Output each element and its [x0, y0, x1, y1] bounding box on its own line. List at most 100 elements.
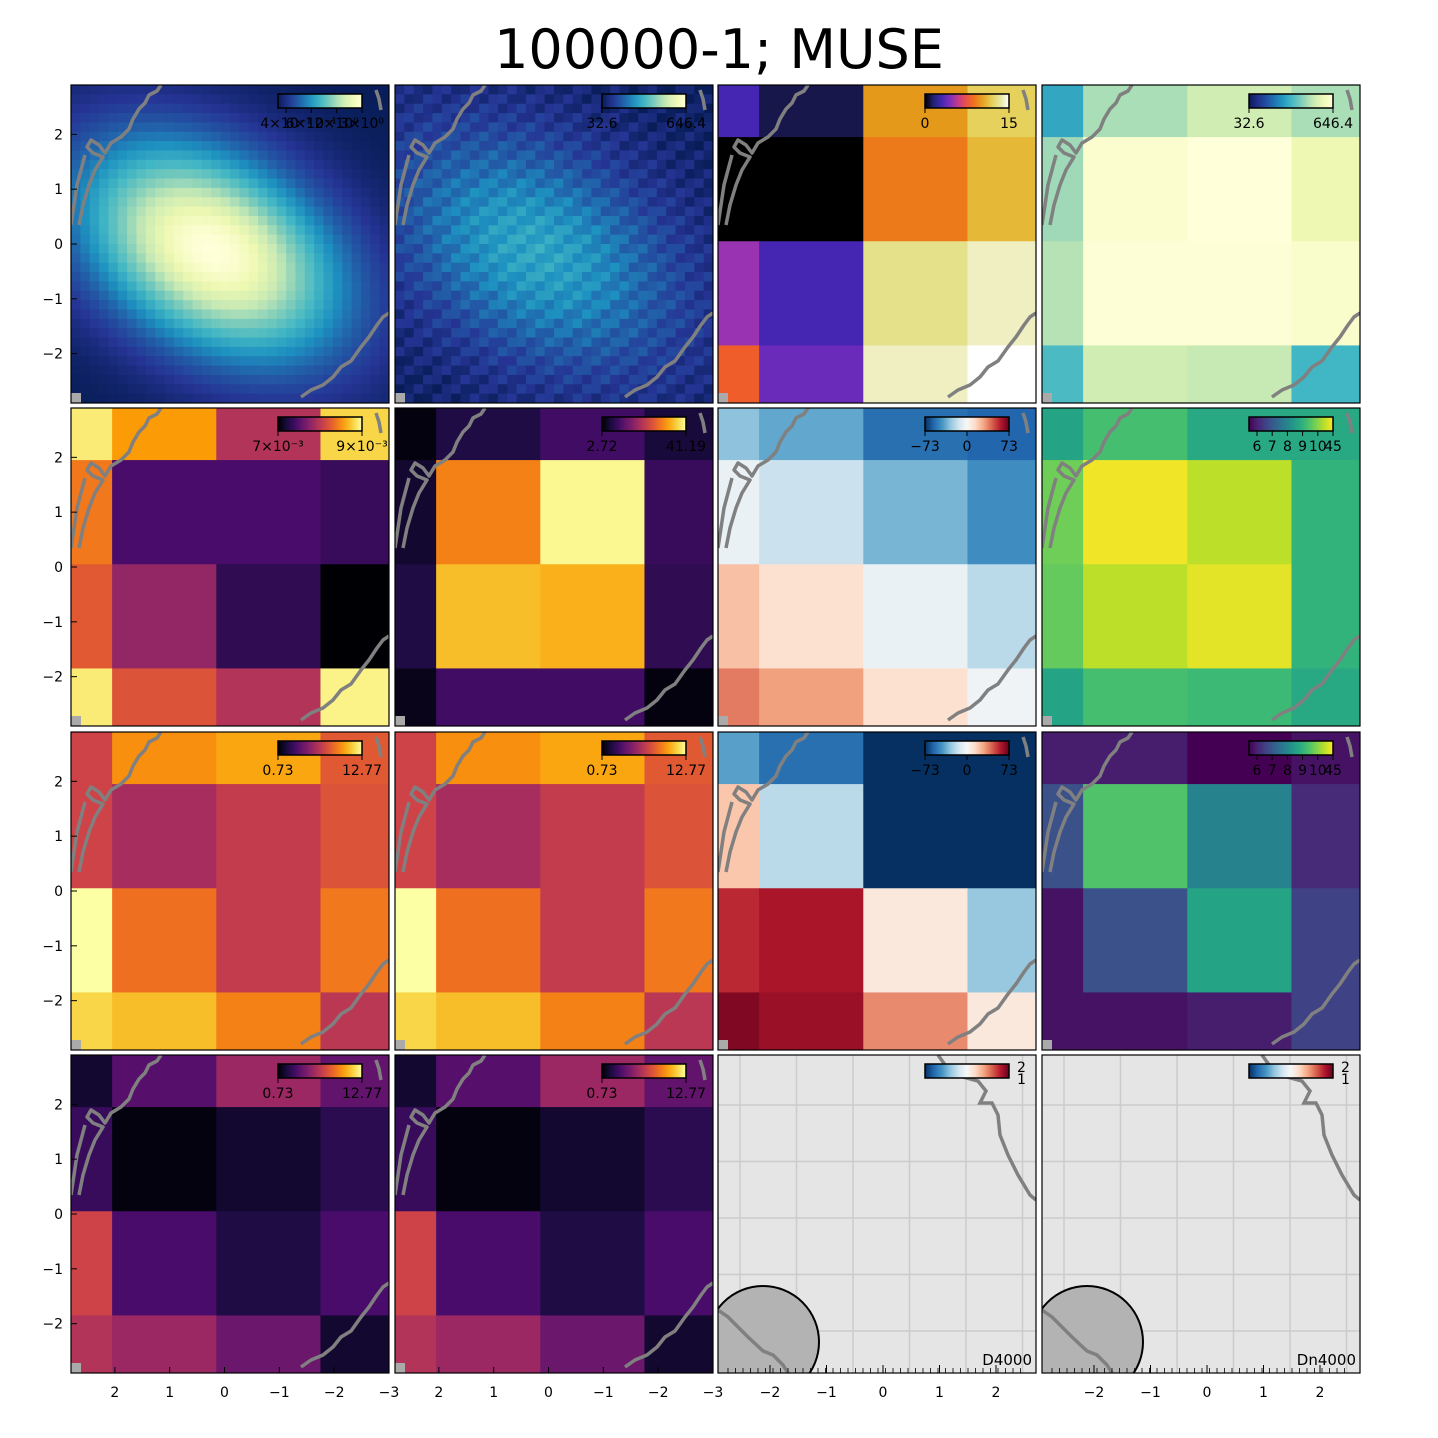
colorbar-tick-label: 8: [1283, 763, 1292, 779]
heatmap-cell: [436, 1107, 541, 1212]
heatmap-cell: [1291, 241, 1360, 346]
psf-marker: [1042, 1040, 1052, 1050]
x-tick-label: 2: [992, 1385, 1001, 1401]
contour-line-3: [1021, 412, 1030, 434]
x-tick-label: 2: [434, 1385, 443, 1401]
heatmap-cell: [320, 784, 389, 889]
heatmap-cell: [540, 460, 645, 565]
contour-line-1: [718, 477, 734, 549]
panel-image: [718, 85, 1036, 403]
heatmap-cell: [1042, 408, 1084, 461]
psf-marker: [1042, 393, 1052, 403]
y-tick-label: −1: [42, 615, 63, 631]
psf-marker: [395, 393, 405, 403]
contour-line-3: [374, 736, 383, 758]
heatmap-cell: [1291, 784, 1360, 889]
heatmap-cell: [1291, 888, 1360, 993]
contour-line-3: [698, 412, 707, 434]
x-tick-label: 2: [1316, 1385, 1325, 1401]
colorbar-tick-label: 7×10⁻³: [252, 439, 303, 455]
colorbar-tick-label: 0: [963, 763, 972, 779]
colorbar-tick-label: 41.19: [666, 439, 706, 455]
heatmap-cell: [395, 1211, 437, 1316]
heatmap-cell: [1187, 460, 1292, 565]
psf-marker: [71, 393, 81, 403]
heatmap-cell: [395, 888, 437, 993]
x-tick-label: −2: [760, 1385, 781, 1401]
colorbar-tick-label: 0: [921, 116, 930, 132]
colorbar: [924, 416, 1010, 432]
heatmap-cell: [644, 564, 713, 669]
colorbar-tick-label: 73: [1000, 763, 1018, 779]
x-tick-label: −1: [816, 1385, 837, 1401]
figure-title: 100000-1; MUSE: [494, 18, 944, 81]
heatmap-cell: [759, 460, 864, 565]
heatmap-cell: [112, 784, 217, 889]
psf-marker: [71, 716, 81, 726]
colorbar: [601, 1063, 687, 1079]
panel-image: [718, 408, 1036, 726]
contour-line-0: [401, 732, 487, 873]
contour-line-3: [1345, 412, 1354, 434]
heatmap-cell: [1187, 564, 1292, 669]
panel-frame: [1041, 1054, 1361, 1374]
colorbar: [1248, 93, 1334, 109]
contour-line-2: [623, 311, 713, 399]
heatmap-cell: [112, 460, 217, 565]
panel-image: [1042, 85, 1360, 403]
contour-line-0: [724, 85, 810, 226]
heatmap-cell: [112, 564, 217, 669]
contour-line-0: [401, 85, 487, 226]
heatmap-cell: [644, 784, 713, 889]
heatmap-cell: [112, 668, 217, 726]
y-tick-label: 2: [54, 1097, 63, 1113]
heatmap-cell: [1042, 241, 1084, 346]
colorbar-tick-label: 10: [1309, 763, 1327, 779]
colorbar-tick-label: 32.6: [586, 116, 617, 132]
psf-marker: [718, 393, 728, 403]
heatmap-cell: [71, 1055, 113, 1108]
heatmap-cell: [540, 564, 645, 669]
heatmap-cell: [112, 1315, 217, 1373]
contour-line-3: [698, 736, 707, 758]
heatmap-cell: [1042, 85, 1084, 138]
panel-image: [71, 85, 389, 403]
colorbar: [601, 93, 687, 109]
panel-image: [395, 408, 713, 726]
contour-line-1: [71, 154, 87, 226]
heatmap-cell: [436, 1211, 541, 1316]
y-tick-label: 0: [54, 884, 63, 900]
colorbar: [1248, 1063, 1334, 1079]
contour-line-3: [698, 1059, 707, 1081]
heatmap-cell: [395, 564, 437, 669]
heatmap-cell: [71, 1211, 113, 1316]
contour-line-0: [1048, 732, 1134, 873]
heatmap-cell: [112, 1107, 217, 1212]
heatmap-cell: [1083, 784, 1188, 889]
colorbar-tick-label: 0.73: [586, 763, 617, 779]
heatmap-cell: [436, 668, 541, 726]
contour-line-3: [1345, 89, 1354, 111]
heatmap-cell: [759, 564, 864, 669]
contour-line-0: [401, 1055, 487, 1196]
colorbar: [1248, 740, 1334, 756]
colorbar-tick-label: 0: [963, 439, 972, 455]
heatmap-cell: [216, 460, 321, 565]
heatmap-cell: [1083, 888, 1188, 993]
colorbar-tick-label: 7: [1268, 439, 1277, 455]
colorbar-tick-label: 6×10⁻¹: [286, 116, 337, 132]
psf-marker: [395, 1363, 405, 1373]
panel-r3c0: 0.73 12.77 2 1 0 −1 −2 2 1 0 −1 −2 −3: [42, 1054, 399, 1401]
colorbar-tick-label: −73: [910, 763, 940, 779]
heatmap-cell: [967, 241, 1036, 346]
colorbar: [924, 740, 1010, 756]
contour-line-2: [1270, 958, 1360, 1046]
colorbar-tick-label: 0.73: [262, 763, 293, 779]
panel-frame: [717, 407, 1037, 727]
heatmap-cell: [1187, 784, 1292, 889]
heatmap-cell: [863, 137, 968, 242]
contour-line-2: [299, 311, 389, 399]
